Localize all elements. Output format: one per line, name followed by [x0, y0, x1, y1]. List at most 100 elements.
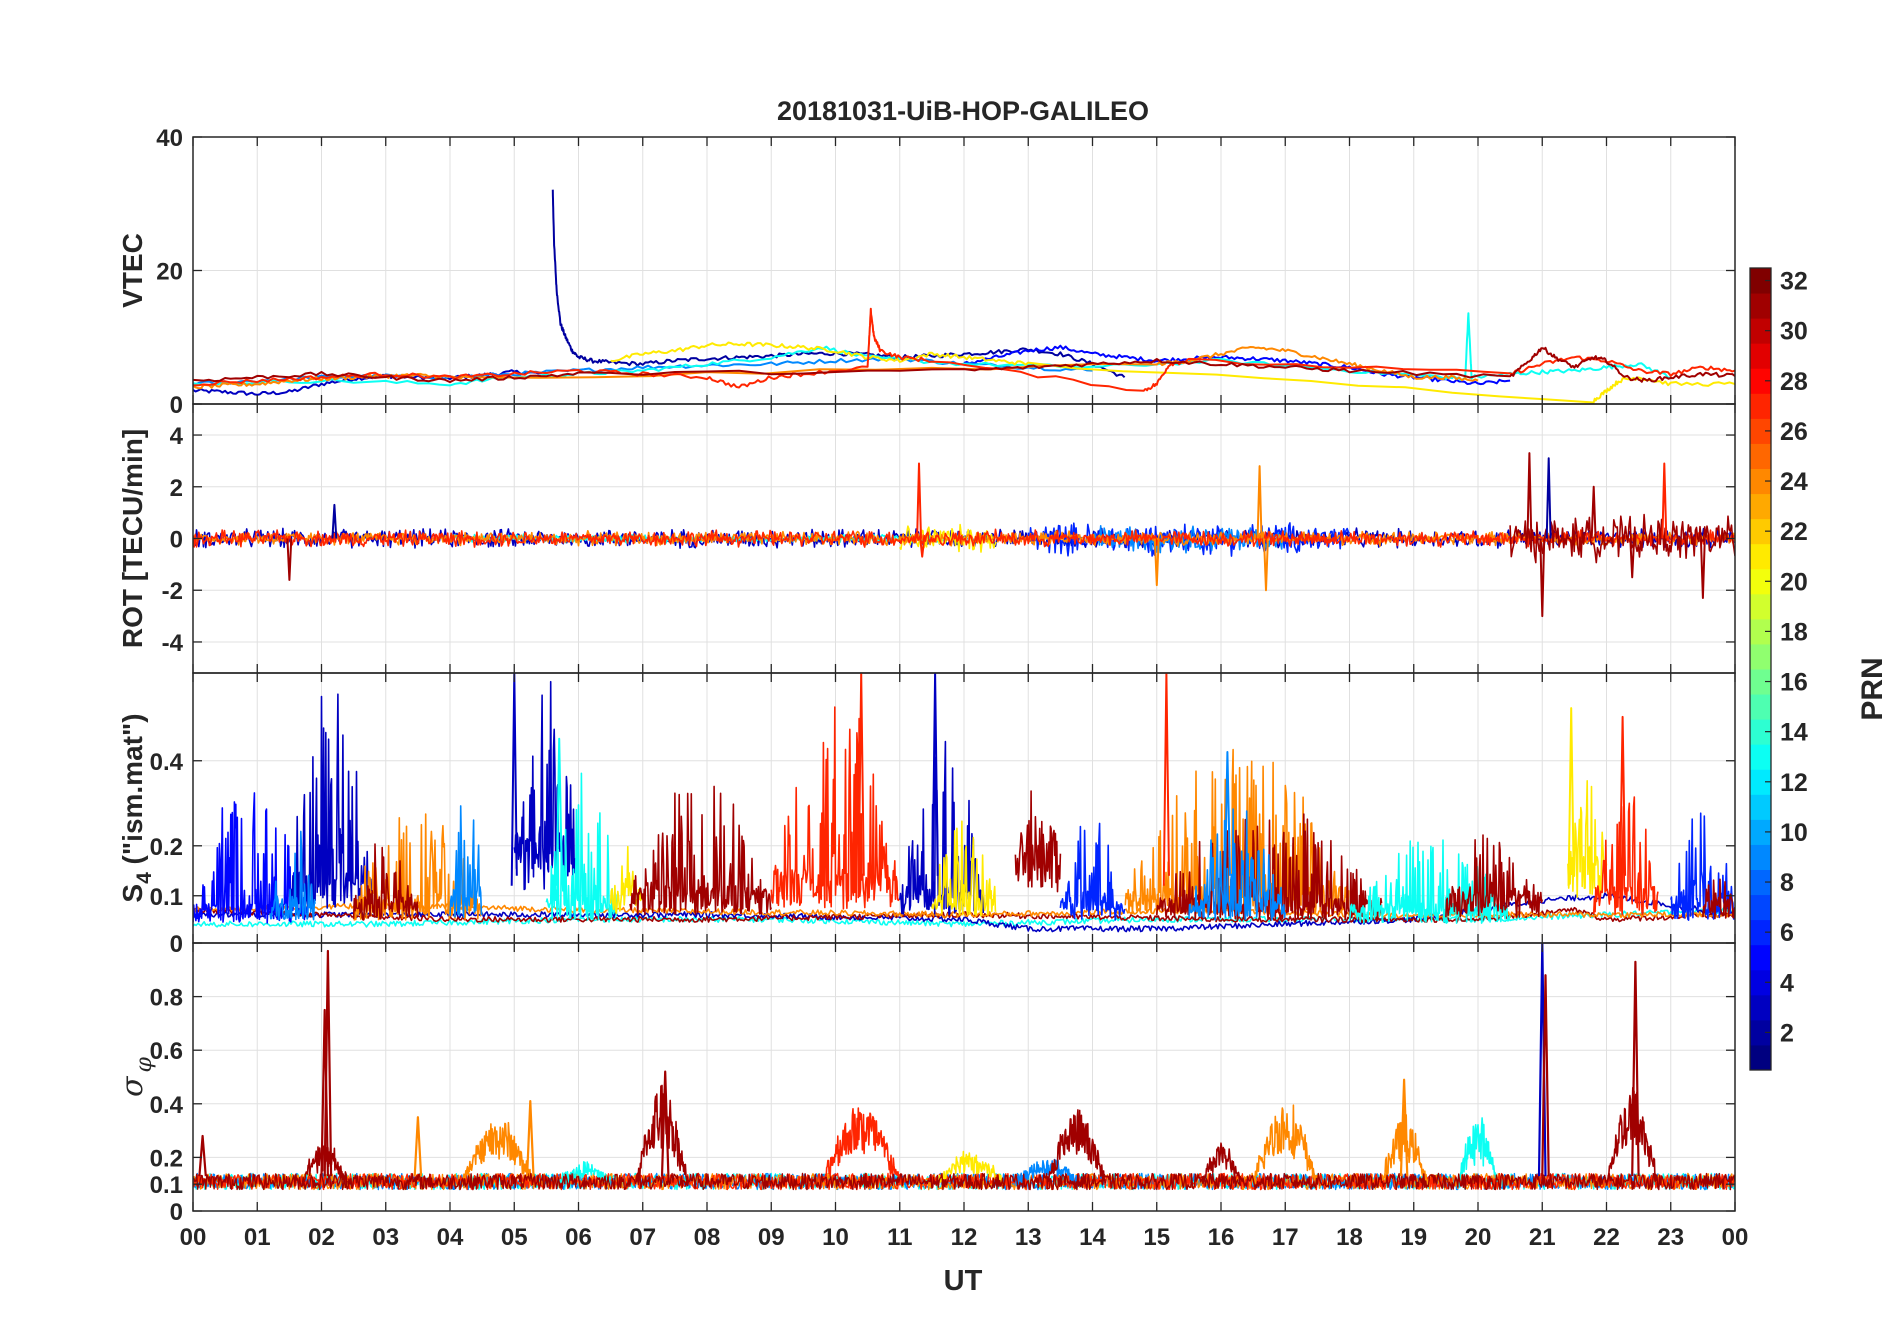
y-tick-label: 0	[170, 931, 183, 958]
s4-burst-prn-3	[513, 680, 579, 891]
sigma-bump-prn-24	[1252, 1104, 1319, 1185]
rot-spike	[1699, 538, 1706, 599]
y-label-rest: ("ism.mat")	[117, 713, 148, 872]
colorbar-band	[1750, 1019, 1771, 1046]
colorbar-tick-label: 28	[1780, 368, 1808, 396]
x-tick-label: 16	[1208, 1224, 1235, 1251]
rot-spike	[1526, 452, 1533, 539]
colorbar-tick-label: 16	[1780, 669, 1808, 697]
x-tick-label: 01	[244, 1224, 271, 1251]
sigma-baseline-prn-31	[193, 1172, 1735, 1191]
y-tick-label: 0.6	[150, 1038, 183, 1065]
y-tick-label: -2	[162, 578, 183, 605]
s4-spike	[1619, 715, 1627, 886]
x-tick-label: 20	[1465, 1224, 1492, 1251]
sigma-bump-prn-24	[1380, 1113, 1428, 1183]
s4-series	[193, 673, 1735, 933]
sigma-spike	[198, 1134, 207, 1177]
y-tick-label: 0	[170, 392, 183, 419]
y-tick-label: 0.1	[150, 1172, 183, 1199]
sigma-phi-series	[193, 943, 1735, 1191]
colorbar-tick-label: 12	[1780, 769, 1808, 797]
sigma-spike	[1541, 974, 1550, 1177]
colorbar-band	[1750, 618, 1771, 645]
colorbar-frame	[1749, 267, 1772, 1071]
vtec-line-prn-31	[193, 346, 1735, 384]
colorbar-band	[1750, 343, 1771, 369]
x-tick-label: 00	[1722, 1224, 1749, 1251]
colorbar-tick-label: 20	[1780, 568, 1808, 596]
colorbar-band	[1750, 669, 1771, 695]
x-axis-label: UT	[944, 1265, 983, 1297]
x-tick-label: 00	[180, 1224, 207, 1251]
y-tick-label: -4	[162, 630, 184, 657]
colorbar-tick-label: 6	[1780, 919, 1794, 947]
colorbar-tick-label: 10	[1780, 819, 1808, 847]
s4-spike	[1567, 707, 1575, 886]
x-tick-label: 03	[372, 1224, 399, 1251]
y-tick-label: 0.8	[150, 985, 183, 1012]
colorbar-band	[1750, 268, 1771, 294]
x-tick-label: 11	[887, 1224, 912, 1251]
s4-burst-prn-27	[770, 706, 901, 910]
x-tick-label: 12	[951, 1224, 978, 1251]
colorbar-tick-label: 26	[1780, 418, 1808, 446]
chart-title: 20181031-UiB-HOP-GALILEO	[777, 96, 1149, 126]
sigma-spike	[526, 1100, 535, 1177]
y-tick-label: 4	[170, 423, 184, 450]
x-tick-label: 21	[1529, 1224, 1556, 1251]
s4-spike	[1162, 673, 1170, 886]
rot-spike	[1256, 465, 1263, 539]
s4-spike	[857, 673, 865, 886]
colorbar-band	[1750, 1044, 1771, 1071]
x-tick-label: 05	[501, 1224, 528, 1251]
colorbar-band	[1750, 994, 1771, 1021]
y-axis-label-vtec: VTEC	[117, 233, 148, 308]
x-tick-label: 15	[1143, 1224, 1170, 1251]
colorbar-tick-label: 18	[1780, 618, 1808, 646]
rot-spike	[916, 462, 922, 539]
x-tick-label: 10	[822, 1224, 849, 1251]
colorbar-band	[1750, 819, 1771, 845]
vtec-line-prn-2	[551, 189, 1126, 379]
colorbar-band	[1750, 468, 1771, 495]
rot-spike	[286, 538, 293, 581]
colorbar-band	[1750, 794, 1771, 820]
axes-overlay-s4: 00.10.20.4S4 ("ism.mat")	[117, 672, 1736, 958]
y-tick-label: 0.4	[150, 1092, 184, 1119]
rot-spike	[1629, 538, 1636, 579]
axes-overlay-sigma_phi: 00.10.2 0.4 0.6 0.8 σφ 00 01 02 03 04 05 06 07 08 09 10…	[115, 942, 1749, 1251]
s4-spike	[510, 673, 518, 886]
colorbar-band	[1750, 418, 1771, 444]
x-tick-label: 19	[1400, 1224, 1427, 1251]
sigma-bump-prn-31	[1046, 1109, 1107, 1185]
sigma-bump-prn-21	[937, 1150, 1004, 1187]
sigma-bump-prn-13	[558, 1161, 612, 1187]
y-axis-label-s4: S4 ("ism.mat")	[117, 713, 156, 902]
s4-spike	[555, 737, 563, 886]
sigma-spike	[1631, 960, 1640, 1177]
sigma-spike	[660, 1070, 670, 1177]
x-tick-label: 06	[565, 1224, 592, 1251]
colorbar-band	[1750, 769, 1771, 795]
y-label-phi-subscript: φ	[132, 1056, 157, 1072]
rot-spike	[1661, 462, 1668, 539]
sigma-bump-prn-13	[1457, 1117, 1499, 1186]
y-tick-label: 0.2	[150, 834, 183, 861]
y-tick-label: 2	[170, 475, 183, 502]
colorbar-tick-label: 24	[1780, 468, 1808, 496]
y-tick-label: 0.1	[150, 884, 183, 911]
colorbar-band	[1750, 393, 1771, 419]
x-tick-label: 09	[758, 1224, 785, 1251]
colorbar-tick-label: 30	[1780, 318, 1808, 346]
y-label-main: S	[117, 884, 148, 903]
rot-spike	[1153, 538, 1160, 587]
sigma-bump-prn-27	[821, 1107, 901, 1182]
y-tick-label: 0	[170, 527, 183, 554]
colorbar-band	[1750, 493, 1771, 520]
y-axis-label-rot: ROT [TECU/min]	[117, 429, 148, 648]
colorbar-label: PRN	[1856, 657, 1889, 720]
